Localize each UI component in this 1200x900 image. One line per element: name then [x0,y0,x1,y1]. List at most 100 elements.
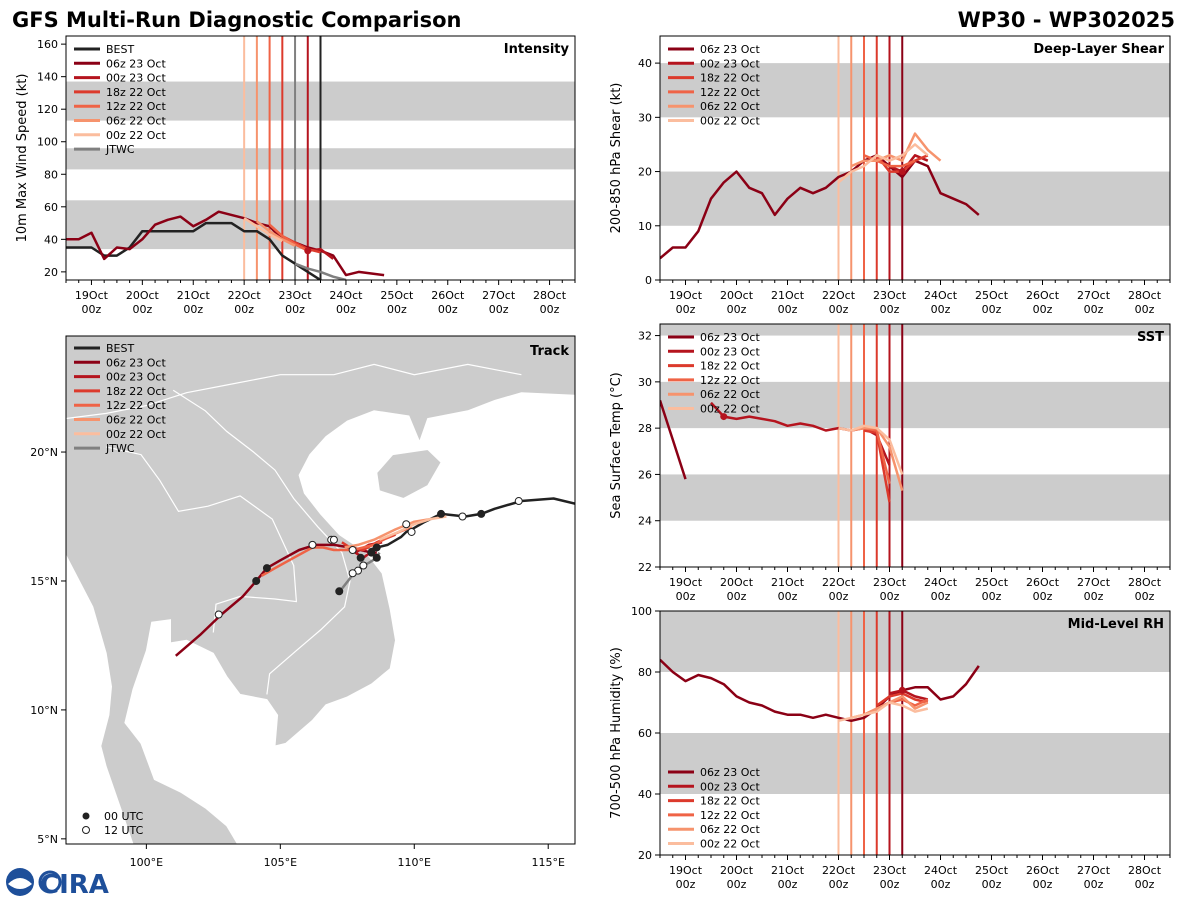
noaa-wave-icon [8,878,32,889]
track-marker-12utc-3 [402,520,411,529]
rh-xtick-label-hour-26oct: 00z [1033,878,1053,891]
rh-ytick-label-80: 80 [638,666,652,679]
shear-band-1 [660,63,1170,118]
sst-xtick-label-hour-25oct: 00z [982,590,1002,603]
sst-ylabel: Sea Surface Temp (°C) [609,372,624,519]
sst-ytick-label-32: 32 [638,330,652,343]
cira-logo: CIRA [6,868,109,900]
rh-xtick-label-day-26oct: 26Oct [1026,864,1060,877]
sst-xtick-label-hour-21oct: 00z [778,590,798,603]
intensity-ytick-label-160: 160 [37,38,58,51]
shear-xtick-label-day-20oct: 20Oct [720,289,754,302]
rh-band-0 [660,733,1170,794]
rh-ytick-label-40: 40 [638,788,652,801]
sst-xtick-label-day-22oct: 22Oct [822,576,856,589]
track-ytick-label-15: 15°N [30,575,58,588]
sst-legend-label-12z-22-oct: 12z 22 Oct [700,374,760,387]
shear-analysis-point [898,168,906,176]
rh-panel: 2040608010019Oct00z20Oct00z21Oct00z22Oct… [609,605,1171,891]
sst-plot-area [660,324,1170,567]
intensity-xtick-label-day-24oct: 24Oct [329,289,363,302]
rh-xtick-label-hour-27oct: 00z [1084,878,1104,891]
sst-xtick-label-day-21oct: 21Oct [771,576,805,589]
rh-legend-label-18z-22-oct: 18z 22 Oct [700,795,760,808]
shear-plot-area [660,36,1170,280]
intensity-series-06z-22-oct [256,220,296,247]
sst-xtick-label-hour-22oct: 00z [829,590,849,603]
intensity-xtick-label-day-26oct: 26Oct [431,289,465,302]
shear-xtick-label-day-22oct: 22Oct [822,289,856,302]
sst-xtick-label-hour-23oct: 00z [880,590,900,603]
track-xtick-label-110: 110°E [398,856,431,869]
intensity-legend-label-06z-22-oct: 06z 22 Oct [106,115,166,128]
intensity-series-00z-22-oct [243,217,283,243]
rh-xtick-label-hour-23oct: 00z [880,878,900,891]
rh-legend-label-06z-22-oct: 06z 22 Oct [700,823,760,836]
track-marker-12utc-9 [359,561,368,570]
intensity-series-12z-22-oct [268,223,309,252]
shear-legend-label-00z-23-oct: 00z 23 Oct [700,57,760,70]
intensity-ytick-label-140: 140 [37,71,58,84]
track-marker-legend-00utc-label: 00 UTC [104,810,144,823]
intensity-xtick-label-day-19oct: 19Oct [75,289,109,302]
rh-panel-title: Mid-Level RH [1068,617,1164,632]
shear-series-00z-22-oct [837,143,929,184]
intensity-legend-label-jtwc: JTWC [105,143,135,156]
shear-legend-label-06z-22-oct: 06z 22 Oct [700,100,760,113]
intensity-xtick-label-hour-20oct: 00z [132,303,152,316]
intensity-xtick-label-hour-21oct: 00z [183,303,203,316]
shear-series-06z-23-oct [660,154,980,260]
sst-analysis-point [720,413,728,421]
track-ytick-label-10: 10°N [30,704,58,717]
rh-legend-label-00z-22-oct: 00z 22 Oct [700,838,760,851]
intensity-ytick-label-80: 80 [44,168,58,181]
shear-xtick-label-day-23oct: 23Oct [873,289,907,302]
rh-xtick-label-day-23oct: 23Oct [873,864,907,877]
shear-panel: 01020304019Oct00z20Oct00z21Oct00z22Oct00… [609,35,1171,316]
sst-xtick-label-hour-24oct: 00z [931,590,951,603]
sst-xtick-label-day-28oct: 28Oct [1128,576,1162,589]
sst-xtick-label-day-23oct: 23Oct [873,576,907,589]
intensity-analysis-point [304,247,312,255]
rh-ytick-label-100: 100 [631,605,652,618]
hainan-island [376,448,442,500]
shear-xtick-label-hour-27oct: 00z [1084,303,1104,316]
cira-globe-icon [38,870,62,894]
shear-xtick-label-hour-25oct: 00z [982,303,1002,316]
track-marker-00utc-7 [356,553,365,562]
intensity-xtick-label-day-23oct: 23Oct [279,289,313,302]
intensity-series-jtwc [294,262,347,280]
track-frame [65,335,576,845]
sst-legend-label-00z-23-oct: 00z 23 Oct [700,345,760,358]
intensity-ytick-label-100: 100 [37,136,58,149]
shear-panel-title: Deep-Layer Shear [1033,42,1164,57]
storm-id: WP30 - WP302025 [958,8,1175,32]
track-marker-00utc-2 [372,543,381,552]
shear-ytick-label-40: 40 [638,57,652,70]
track-panel-title: Track [530,344,569,359]
intensity-legend-label-06z-23-oct: 06z 23 Oct [106,57,166,70]
intensity-legend-label-18z-22-oct: 18z 22 Oct [106,86,166,99]
track-marker-12utc-8 [348,569,357,578]
track-marker-12utc-2 [407,527,416,536]
track-marker-12utc-0 [514,497,523,506]
intensity-ylabel: 10m Max Wind Speed (kt) [15,74,30,243]
shear-legend-label-18z-22-oct: 18z 22 Oct [700,72,760,85]
sst-xtick-label-hour-27oct: 00z [1084,590,1104,603]
shear-xtick-label-day-21oct: 21Oct [771,289,805,302]
intensity-panel: 2040608010012014016019Oct00z20Oct00z21Oc… [15,35,576,316]
rh-xtick-label-day-27oct: 27Oct [1077,864,1111,877]
sst-xtick-label-day-24oct: 24Oct [924,576,958,589]
intensity-xtick-label-hour-25oct: 00z [387,303,407,316]
track-ytick-label-5: 5°N [37,833,58,846]
sst-xtick-label-day-20oct: 20Oct [720,576,754,589]
rh-xtick-label-hour-20oct: 00z [727,878,747,891]
rh-ylabel: 700-500 hPa Humidity (%) [609,647,624,819]
intensity-panel-title: Intensity [504,42,570,57]
track-xtick-label-100: 100°E [130,856,163,869]
intensity-xtick-label-hour-22oct: 00z [234,303,254,316]
sst-series-00z-22-oct [838,424,904,475]
intensity-legend-label-00z-23-oct: 00z 23 Oct [106,72,166,85]
rh-band-1 [660,611,1170,672]
rh-ytick-label-20: 20 [638,849,652,862]
